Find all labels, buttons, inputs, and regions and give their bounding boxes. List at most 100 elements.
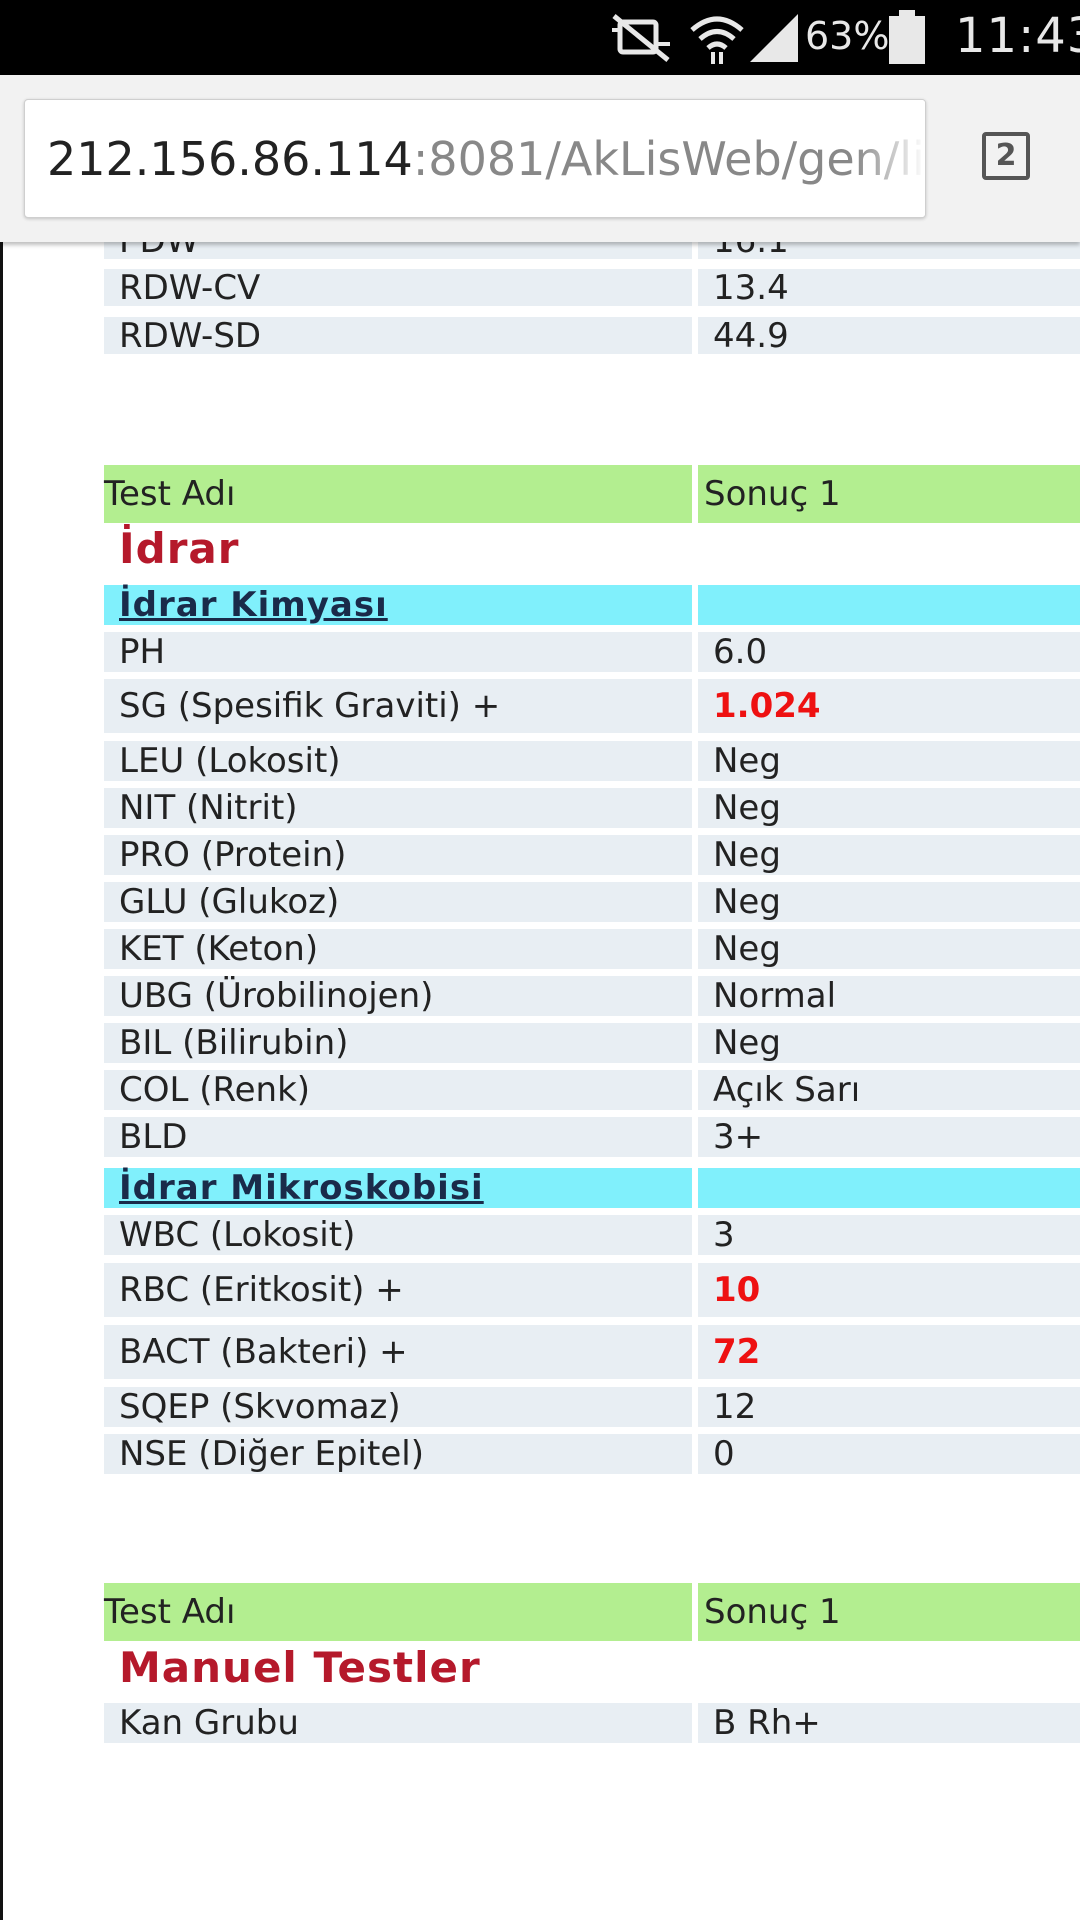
test-result-cell: Normal [698,976,1080,1016]
test-name-cell: GLU (Glukoz) [104,882,692,922]
test-name: COL (Renk) [119,1070,311,1110]
abnormal-result-value: 72 [713,1332,761,1372]
test-name: Kan Grubu [119,1703,299,1743]
test-name-cell: SQEP (Skvomaz) [104,1387,692,1427]
test-result-cell: Açık Sarı [698,1070,1080,1110]
header-test-name: Test Adı [104,1583,692,1641]
test-name: PH [119,632,166,672]
table-row: PH 6.0 [104,632,1080,672]
test-name-cell: SG (Spesifik Graviti) + [104,679,692,733]
test-name-cell: RDW-SD [104,315,692,356]
table-row: SQEP (Skvomaz) 12 [104,1387,1080,1427]
test-result-cell: Neg [698,882,1080,922]
url-host: 212.156.86.114 [47,132,413,186]
table-row: BLD 3+ [104,1117,1080,1157]
test-name: WBC (Lokosit) [119,1215,356,1255]
test-result-cell: Neg [698,1023,1080,1063]
test-result-cell: 3 [698,1215,1080,1255]
subsection-row: İdrar Mikroskobisi [104,1168,1080,1208]
table-row: Kan Grubu B Rh+ [104,1703,1080,1743]
table-row: COL (Renk) Açık Sarı [104,1070,1080,1110]
test-result-cell: 0 [698,1434,1080,1474]
table-row: KET (Keton) Neg [104,929,1080,969]
test-result-cell: 44.9 [698,316,1080,356]
tab-count-button[interactable]: 2 [982,132,1030,180]
result-value: 3 [713,1215,735,1255]
test-name-cell: PRO (Protein) [104,835,692,875]
result-value: B Rh+ [713,1703,821,1743]
test-result-cell: Neg [698,929,1080,969]
subsection-empty-cell [698,1168,1080,1208]
test-name-cell: NIT (Nitrit) [104,788,692,828]
test-name: BIL (Bilirubin) [119,1023,349,1063]
url-text[interactable]: 212.156.86.114:8081/AkLisWeb/gen/list [47,132,925,186]
test-name: GLU (Glukoz) [119,882,340,922]
result-value: Normal [713,976,837,1016]
subsection-title-cell: İdrar Mikroskobisi [104,1168,692,1208]
table-row: LEU (Lokosit) Neg [104,741,1080,781]
section-title: Manuel Testler [119,1643,481,1692]
test-name-cell: Kan Grubu [104,1703,692,1743]
test-name: KET (Keton) [119,929,319,969]
test-name-cell: PH [104,632,692,672]
result-value: 0 [713,1434,735,1474]
test-result-cell: 1.024 [698,679,1080,733]
subsection-title-cell: İdrar Kimyası [104,585,692,625]
status-time: 11:43 [955,8,1080,64]
mute-icon [612,14,670,62]
result-value: Neg [713,788,781,828]
table-header-row: Test Adı Sonuç 1 [104,1583,1080,1641]
table-row: BIL (Bilirubin) Neg [104,1023,1080,1063]
test-name-cell: BACT (Bakteri) + [104,1325,692,1379]
test-name: NSE (Diğer Epitel) [119,1434,424,1474]
test-name-cell: WBC (Lokosit) [104,1215,692,1255]
test-result-cell: 3+ [698,1117,1080,1157]
test-name-cell: RBC (Eritkosit) + [104,1263,692,1317]
test-name: RBC (Eritkosit) + [119,1270,404,1310]
test-name-cell: RDW-CV [104,267,692,308]
test-name: SQEP (Skvomaz) [119,1387,401,1427]
result-value: 13.4 [713,267,789,308]
abnormal-result-value: 1.024 [713,686,821,726]
test-name: RDW-CV [119,267,261,308]
test-result-cell: Neg [698,788,1080,828]
test-result-cell: Neg [698,741,1080,781]
subsection-title-link[interactable]: İdrar Kimyası [119,585,388,625]
result-value: Neg [713,835,781,875]
header-result: Sonuç 1 [698,1583,1080,1641]
subsection-empty-cell [698,585,1080,625]
address-bar[interactable]: 212.156.86.114:8081/AkLisWeb/gen/list [24,99,926,218]
url-fade [855,100,925,217]
test-name: BACT (Bakteri) + [119,1332,408,1372]
test-name: RDW-SD [119,315,262,356]
battery-percent: 63% [805,14,890,58]
table-row: GLU (Glukoz) Neg [104,882,1080,922]
status-bar: 63% 11:43 [0,0,1080,75]
table-row: WBC (Lokosit) 3 [104,1215,1080,1255]
result-value: Neg [713,882,781,922]
subsection-row: İdrar Kimyası [104,585,1080,625]
header-test-name: Test Adı [104,465,692,523]
test-name-cell: LEU (Lokosit) [104,741,692,781]
table-row: UBG (Ürobilinojen) Normal [104,976,1080,1016]
signal-icon [750,14,798,62]
test-name: BLD [119,1117,188,1157]
table-row: BACT (Bakteri) + 72 [104,1325,1080,1379]
subsection-title-link[interactable]: İdrar Mikroskobisi [119,1168,484,1208]
result-value: Neg [713,741,781,781]
test-name-cell: NSE (Diğer Epitel) [104,1434,692,1474]
table-row: NSE (Diğer Epitel) 0 [104,1434,1080,1474]
test-result-cell: B Rh+ [698,1703,1080,1743]
table-row: RDW-SD 44.9 [104,315,1080,356]
page-border [0,242,3,1920]
header-col2-label: Sonuç 1 [704,1592,841,1632]
battery-icon [889,10,925,64]
table-row: SG (Spesifik Graviti) + 1.024 [104,679,1080,733]
table-row: PRO (Protein) Neg [104,835,1080,875]
table-header-row: Test Adı Sonuç 1 [104,465,1080,523]
test-name: NIT (Nitrit) [119,788,298,828]
test-result-cell: 10 [698,1263,1080,1317]
test-name: LEU (Lokosit) [119,741,341,781]
header-col1-label: Test Adı [104,474,236,514]
